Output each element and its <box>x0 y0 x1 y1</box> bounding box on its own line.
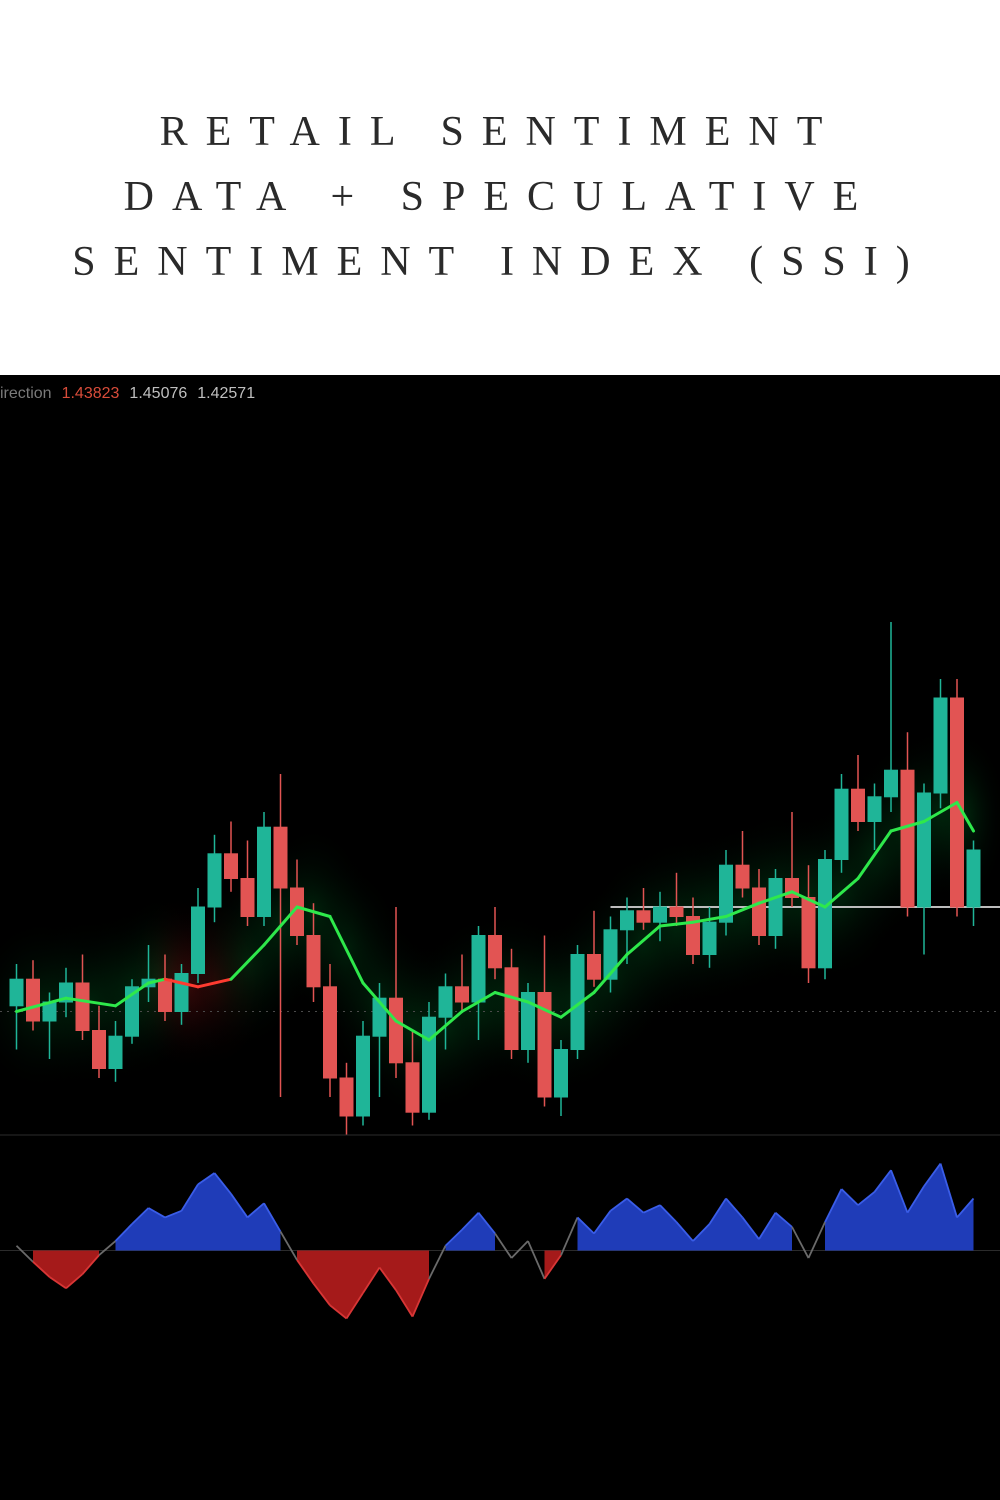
legend-val-3: 1.42571 <box>197 385 255 403</box>
price-legend: irection 1.43823 1.45076 1.42571 <box>0 385 255 403</box>
legend-label: irection <box>0 385 52 403</box>
legend-val-2: 1.45076 <box>129 385 187 403</box>
legend-val-1: 1.43823 <box>62 385 120 403</box>
title-block: RETAIL SENTIMENT DATA + SPECULATIVE SENT… <box>0 0 1000 375</box>
chart-area: irection 1.43823 1.45076 1.42571 <box>0 375 1000 1500</box>
page-title: RETAIL SENTIMENT DATA + SPECULATIVE SENT… <box>60 100 940 295</box>
candlestick-chart[interactable] <box>0 375 1000 1345</box>
